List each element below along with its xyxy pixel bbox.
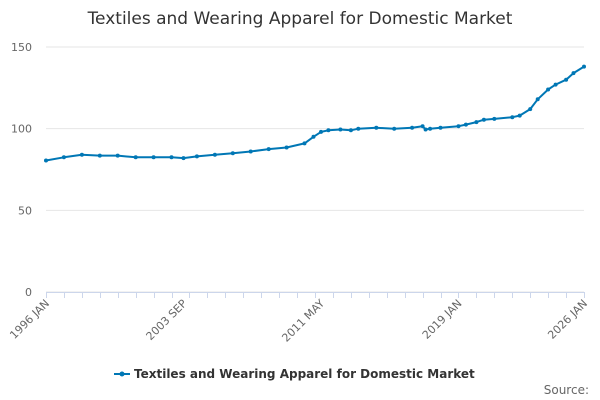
data-point: [338, 127, 343, 132]
data-point: [348, 128, 353, 133]
y-tick-label: 100: [11, 123, 32, 136]
data-point: [571, 71, 576, 76]
x-tick-label: 2026 JAN: [545, 297, 590, 342]
series-group: [44, 64, 586, 163]
data-point: [230, 151, 235, 156]
data-point: [517, 113, 522, 118]
data-point: [374, 125, 379, 130]
data-point: [115, 153, 120, 158]
data-point: [528, 107, 533, 112]
x-tick-label: 2011 MAY: [279, 297, 327, 345]
legend-label: Textiles and Wearing Apparel for Domesti…: [134, 367, 475, 381]
y-tick-label: 0: [25, 286, 32, 299]
data-point: [181, 156, 186, 161]
data-point: [392, 126, 397, 131]
gridlines: [46, 46, 584, 293]
data-point: [326, 128, 331, 133]
data-point: [284, 145, 289, 150]
data-point: [169, 155, 174, 160]
data-point: [356, 126, 361, 131]
series-line: [45, 65, 585, 162]
legend-marker: [119, 371, 125, 377]
data-point: [535, 97, 540, 102]
data-point: [194, 154, 199, 159]
data-point: [266, 147, 271, 152]
data-point: [564, 77, 569, 82]
y-axis: 0 50 100 150: [11, 41, 32, 299]
data-point: [61, 155, 66, 160]
data-point: [428, 126, 433, 131]
data-point: [546, 87, 551, 92]
x-tick-label: 1996 JAN: [7, 297, 52, 342]
source-credit[interactable]: Source:: [544, 383, 589, 397]
legend[interactable]: Textiles and Wearing Apparel for Domesti…: [114, 367, 475, 381]
data-point: [492, 116, 497, 121]
x-tick-label: 2003 SEP: [144, 297, 190, 343]
data-point: [463, 122, 468, 127]
data-point: [474, 120, 479, 125]
y-tick-label: 50: [18, 204, 32, 217]
data-point: [248, 149, 253, 154]
data-point: [582, 64, 586, 69]
data-point: [44, 158, 48, 163]
data-point: [510, 115, 515, 120]
data-point: [151, 155, 156, 160]
data-point: [311, 134, 316, 139]
data-point: [302, 141, 307, 146]
chart-title: Textiles and Wearing Apparel for Domesti…: [87, 9, 513, 29]
data-point: [319, 129, 323, 134]
data-point: [212, 152, 217, 157]
x-tick-label: 2019 JAN: [420, 297, 465, 342]
data-point: [481, 117, 486, 122]
x-axis: 1996 JAN 2003 SEP 2011 MAY 2019 JAN 2026 JAN: [7, 292, 590, 345]
y-tick-label: 150: [11, 41, 32, 54]
data-point: [79, 152, 84, 157]
data-point: [456, 124, 461, 129]
data-point: [410, 125, 415, 130]
data-point: [423, 127, 428, 132]
data-point: [133, 155, 138, 160]
data-point: [97, 153, 102, 158]
data-point: [420, 124, 425, 129]
data-point: [438, 125, 443, 130]
data-point: [553, 82, 558, 87]
